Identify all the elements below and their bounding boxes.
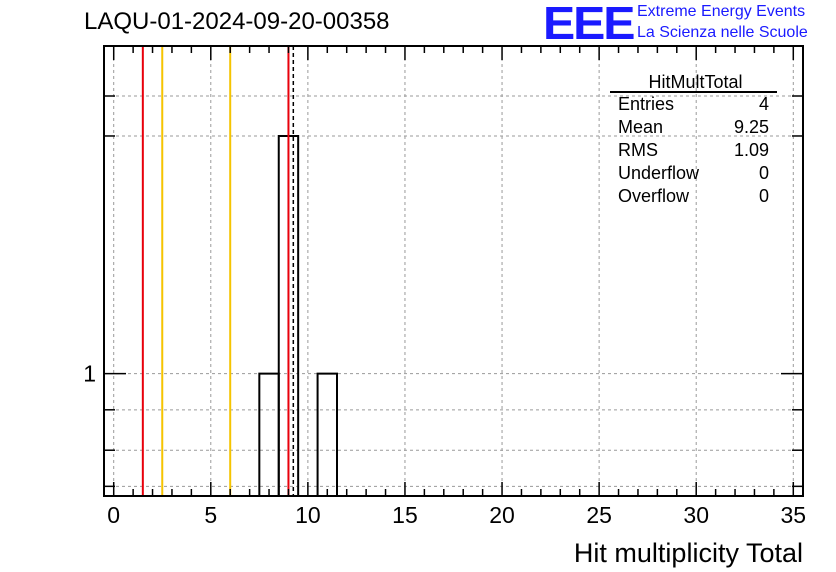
x-tick-label: 15 xyxy=(392,502,418,528)
stats-value: 9.25 xyxy=(734,117,769,137)
x-tick-label: 5 xyxy=(204,502,217,528)
plot-frame xyxy=(103,45,804,497)
histogram-bin xyxy=(316,372,338,496)
histogram-bin xyxy=(258,372,280,496)
stats-label: Mean xyxy=(618,117,663,137)
stats-title: HitMultTotal xyxy=(648,72,742,92)
run-title: LAQU-01-2024-09-20-00358 xyxy=(84,8,390,35)
x-axis-label: Hit multiplicity Total xyxy=(574,538,803,568)
stats-value: 1.09 xyxy=(734,140,769,160)
logo-line-1: Extreme Energy Events xyxy=(637,3,806,20)
stats-label: Overflow xyxy=(618,186,690,206)
stats-value: 4 xyxy=(759,94,769,114)
stats-label: Entries xyxy=(618,94,674,114)
stats-value: 0 xyxy=(759,163,769,183)
axes: 0 5 10 15 20 25 30 35 1 Hit multiplicity Total xyxy=(83,45,806,568)
x-tick-label: 35 xyxy=(780,502,806,528)
histogram-bars xyxy=(258,134,338,496)
eee-logo: EEE xyxy=(543,0,635,49)
stats-value: 0 xyxy=(759,186,769,206)
x-tick-label: 10 xyxy=(295,502,321,528)
grid-layer xyxy=(104,46,803,496)
stats-label: RMS xyxy=(618,140,658,160)
x-tick-label: 25 xyxy=(586,502,612,528)
x-tick-label: 30 xyxy=(683,502,709,528)
x-tick-label: 20 xyxy=(489,502,515,528)
marker-lines xyxy=(141,46,295,496)
y-tick-label: 1 xyxy=(83,361,96,387)
x-tick-label: 0 xyxy=(107,502,120,528)
logo-line-2: La Scienza nelle Scuole xyxy=(637,24,808,41)
stats-label: Underflow xyxy=(618,163,700,183)
